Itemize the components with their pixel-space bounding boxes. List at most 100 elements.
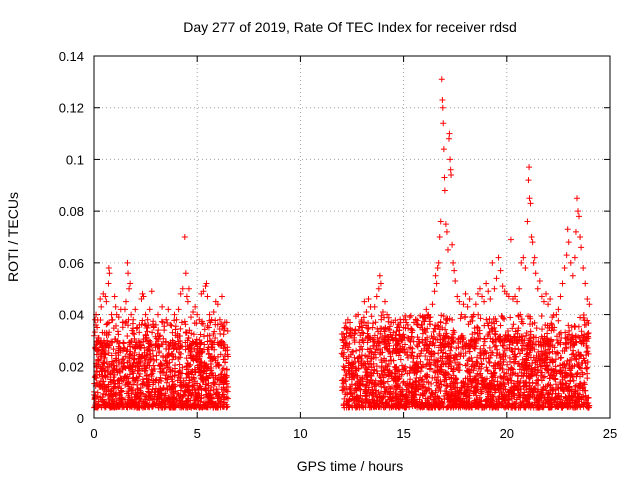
band-point <box>359 374 366 381</box>
band-point <box>395 395 402 402</box>
band-point <box>518 385 525 392</box>
band-point <box>485 331 492 338</box>
band-point <box>497 354 504 361</box>
band-point <box>135 355 142 362</box>
band-point <box>434 369 441 376</box>
band-point <box>402 341 409 348</box>
band-point <box>529 340 536 347</box>
band-point <box>423 341 430 348</box>
band-point <box>512 345 519 352</box>
band-point <box>492 315 499 322</box>
plot-frame <box>93 55 611 419</box>
band-point <box>505 403 512 410</box>
band-point <box>455 335 462 342</box>
band-point <box>516 383 523 390</box>
band-point <box>161 403 168 410</box>
data-point <box>105 265 112 272</box>
band-point <box>518 318 525 325</box>
band-point <box>130 381 137 388</box>
band-point <box>109 358 116 365</box>
band-point <box>564 357 571 364</box>
band-point <box>341 404 348 411</box>
band-point <box>557 355 564 362</box>
band-point <box>210 331 217 338</box>
band-point <box>542 341 549 348</box>
band-point <box>396 348 403 355</box>
data-point <box>516 285 523 292</box>
band-point <box>540 374 547 381</box>
band-point <box>393 368 400 375</box>
band-point <box>526 373 533 380</box>
y-tick-label: 0.08 <box>59 204 84 219</box>
band-point <box>527 315 534 322</box>
data-point <box>128 311 135 318</box>
band-point <box>377 330 384 337</box>
band-point <box>357 392 364 399</box>
band-point <box>523 332 530 339</box>
band-point <box>466 356 473 362</box>
band-point <box>455 344 462 351</box>
data-point <box>553 311 560 318</box>
band-point <box>406 381 413 388</box>
data-point <box>576 213 583 220</box>
band-point <box>516 334 523 341</box>
band-point <box>93 369 100 376</box>
band-point <box>146 337 153 344</box>
data-point <box>112 303 119 310</box>
band-point <box>548 397 555 404</box>
band-point <box>141 399 148 406</box>
band-point <box>544 324 551 331</box>
band-point <box>526 382 533 389</box>
data-point <box>95 334 102 341</box>
data-point <box>439 96 446 103</box>
band-point <box>513 337 520 344</box>
band-point <box>376 339 383 346</box>
band-point <box>479 404 486 411</box>
band-point <box>492 359 499 366</box>
band-point <box>123 390 130 397</box>
band-point <box>196 404 203 411</box>
band-point <box>504 336 511 343</box>
band-point <box>370 392 377 399</box>
data-point <box>188 314 195 321</box>
band-point <box>406 389 413 396</box>
band-point <box>340 386 347 393</box>
data-point <box>185 285 192 292</box>
band-point <box>143 373 150 380</box>
x-tick-label: 15 <box>396 426 410 441</box>
band-point <box>374 325 381 332</box>
band-point <box>402 349 409 356</box>
band-point <box>583 365 590 372</box>
band-point <box>195 390 202 397</box>
band-point <box>136 329 143 336</box>
band-point <box>457 402 464 409</box>
data-point <box>115 314 122 321</box>
band-point <box>169 356 176 363</box>
band-point <box>442 350 449 357</box>
data-point <box>571 254 578 261</box>
band-point <box>428 333 435 340</box>
data-point <box>210 308 217 315</box>
data-point <box>559 280 566 287</box>
band-point <box>192 378 199 385</box>
band-point <box>417 368 424 375</box>
band-point <box>345 398 352 405</box>
data-point <box>427 314 434 321</box>
data-point <box>377 280 384 287</box>
band-point <box>217 351 224 358</box>
band-point <box>450 366 457 373</box>
band-point <box>346 367 353 374</box>
band-point <box>460 395 467 402</box>
band-point <box>441 396 448 403</box>
band-point <box>476 371 483 378</box>
data-point <box>575 208 582 215</box>
band-point <box>356 346 363 353</box>
data-point <box>402 316 409 323</box>
band-point <box>351 354 358 361</box>
y-axis-label: ROTI / TECUs <box>5 192 21 282</box>
band-point <box>534 377 541 384</box>
band-point <box>144 346 151 353</box>
band-point <box>475 335 482 342</box>
band-point <box>220 384 227 391</box>
band-point <box>129 352 136 359</box>
